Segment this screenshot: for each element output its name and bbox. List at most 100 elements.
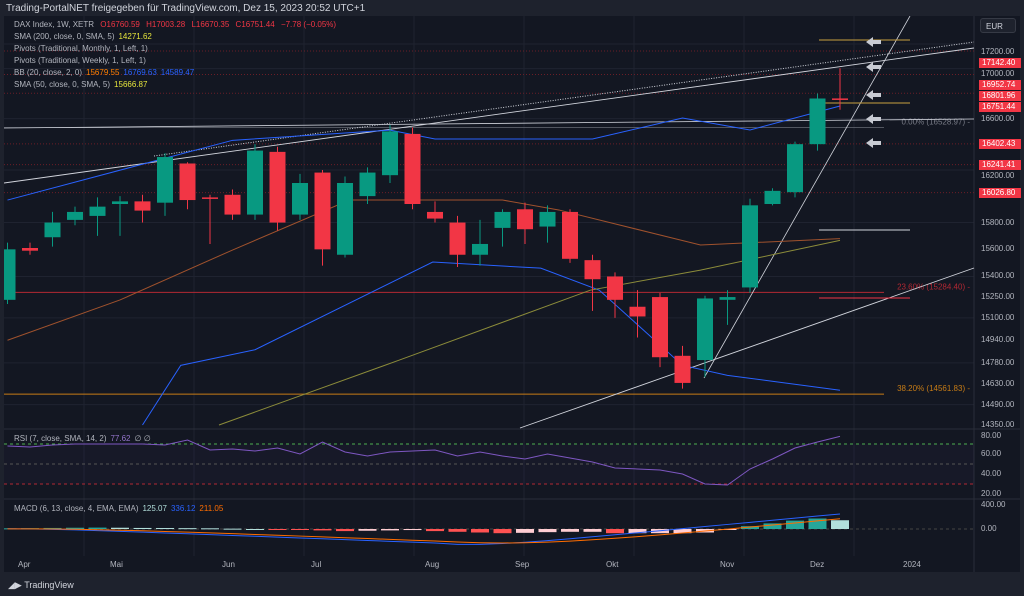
chart-area[interactable]: 0.00% (16528.97) - 23.60% (15284.40) - 38.…	[4, 16, 1021, 572]
macd-histogram-bar	[516, 529, 534, 533]
candle-body	[629, 306, 646, 317]
bb-lower-value: 14589.47	[160, 68, 195, 77]
macd-histogram-bar	[268, 529, 287, 530]
macd-histogram-bar	[336, 529, 354, 532]
sma200-legend[interactable]: SMA (200, close, 0, SMA, 5) 14271.62	[14, 32, 156, 41]
rsi-empty-values: ∅ ∅	[134, 434, 151, 443]
macd-hist-value: 125.07	[142, 504, 167, 513]
candle-body	[89, 206, 106, 216]
rsi-line	[7, 435, 841, 486]
tradingview-logo[interactable]: ◢▶ TradingView	[8, 580, 74, 591]
macd-histogram-bar	[763, 523, 782, 529]
rsi-legend[interactable]: RSI (7, close, SMA, 14, 2) 77.62 ∅ ∅	[14, 434, 155, 443]
sma200-value: 14271.62	[118, 32, 152, 41]
price-tag: 16026.80	[979, 187, 1021, 198]
candle-body	[517, 209, 533, 230]
time-axis-label: Jul	[311, 560, 322, 569]
price-axis-label: 17000.00	[981, 69, 1015, 78]
trendline-support	[519, 267, 975, 429]
arrow-left-icon	[866, 90, 881, 100]
macd-histogram-bar	[583, 529, 602, 532]
candle-body	[269, 151, 286, 223]
candle-body	[674, 355, 691, 383]
macd-histogram-bar	[156, 528, 174, 530]
macd-histogram-bar	[448, 529, 467, 532]
macd-legend[interactable]: MACD (6, 13, close, 4, EMA, EMA) 125.07 33…	[14, 504, 227, 513]
macd-histogram-bar	[673, 529, 692, 534]
pivots-monthly-legend[interactable]: Pivots (Traditional, Monthly, 1, Left, 1…	[14, 44, 148, 53]
sma50-label: SMA (50, close, 0, SMA, 5)	[14, 80, 111, 89]
brand-label: TradingView	[24, 580, 74, 590]
sma50-value: 15666.87	[114, 80, 148, 89]
bb-mid-line	[7, 199, 841, 341]
macd-histogram-bar	[381, 529, 399, 531]
macd-histogram-bar	[561, 529, 579, 532]
candle-body	[179, 163, 196, 201]
price-axis-label: 15250.00	[981, 292, 1015, 302]
candle-body	[472, 243, 488, 255]
price-axis-label: 15100.00	[981, 312, 1015, 322]
price-axis-label: 14780.00	[981, 357, 1015, 367]
macd-histogram-bar	[88, 527, 107, 529]
macd-histogram-bar	[493, 529, 512, 534]
price-axis-label: 17200.00	[981, 47, 1015, 56]
candle-body	[337, 182, 353, 255]
price-axis-label: 15800.00	[981, 217, 1015, 227]
time-axis-label: Mai	[110, 560, 123, 569]
main-legend: DAX Index, 1W, XETR O16760.59 H17003.28 …	[14, 20, 340, 29]
trendline	[4, 118, 975, 129]
fib-label: 38.20% (14561.83) -	[897, 384, 970, 393]
candle-body	[404, 133, 421, 205]
candle-body	[427, 211, 443, 219]
candle-body	[832, 98, 848, 100]
candle-body	[247, 150, 263, 215]
candle-body	[22, 247, 38, 251]
rsi-axis-label: 20.00	[981, 489, 1002, 498]
candle-body	[202, 197, 218, 199]
price-tag: 17142.40	[979, 58, 1021, 68]
candle-body	[697, 298, 713, 361]
macd-line-value: 336.12	[170, 504, 196, 513]
price-axis-label: 14490.00	[981, 399, 1015, 409]
bb-upper-line	[7, 105, 841, 201]
candle-body	[652, 297, 668, 358]
macd-histogram-bar	[741, 526, 759, 529]
symbol-label[interactable]: DAX Index, 1W, XETR	[14, 20, 95, 29]
macd-histogram-bar	[808, 518, 827, 529]
price-tag: 16402.43	[979, 138, 1021, 149]
candle-body	[787, 144, 803, 193]
low-value: L16670.35	[191, 20, 230, 29]
time-axis-label: Jun	[222, 560, 235, 569]
candle-body	[719, 297, 736, 300]
trendline-steep	[703, 16, 911, 379]
macd-histogram-bar	[111, 527, 129, 529]
macd-histogram-bar	[628, 529, 647, 534]
candle-body	[359, 172, 376, 197]
rsi-axis-label: 40.00	[981, 469, 1002, 478]
arrow-left-icon	[866, 37, 881, 47]
bb-legend[interactable]: BB (20, close, 2, 0) 15679.55 16769.63 1458…	[14, 68, 198, 77]
macd-histogram-bar	[831, 520, 849, 529]
macd-axis-label: 0.00	[981, 524, 997, 533]
price-axis-label: 14630.00	[981, 379, 1015, 389]
price-tag: 16241.41	[979, 159, 1021, 170]
candle-body	[742, 205, 758, 288]
candle-body	[157, 157, 173, 203]
bb-lower-line	[142, 261, 841, 426]
time-axis-label: Nov	[720, 560, 735, 569]
time-axis-label: Apr	[18, 560, 31, 569]
macd-histogram-bar	[403, 529, 422, 531]
candle-body	[809, 98, 826, 145]
pivots-weekly-legend[interactable]: Pivots (Traditional, Weekly, 1, Left, 1)	[14, 56, 146, 65]
change-value: −7.78 (−0.05%)	[280, 20, 337, 29]
currency-button[interactable]: EUR	[980, 18, 1016, 33]
macd-histogram-bar	[246, 529, 264, 530]
macd-label: MACD (6, 13, close, 4, EMA, EMA)	[14, 504, 139, 513]
bb-mid-value: 15679.55	[86, 68, 120, 77]
candle-body	[494, 211, 511, 228]
macd-histogram-bar	[201, 528, 219, 530]
chart-canvas[interactable]: 0.00% (16528.97) - 23.60% (15284.40) - 38.…	[4, 16, 1020, 572]
sma50-legend[interactable]: SMA (50, close, 0, SMA, 5) 15666.87	[14, 80, 151, 89]
candle-body	[4, 249, 16, 300]
macd-histogram-bar	[223, 528, 242, 530]
